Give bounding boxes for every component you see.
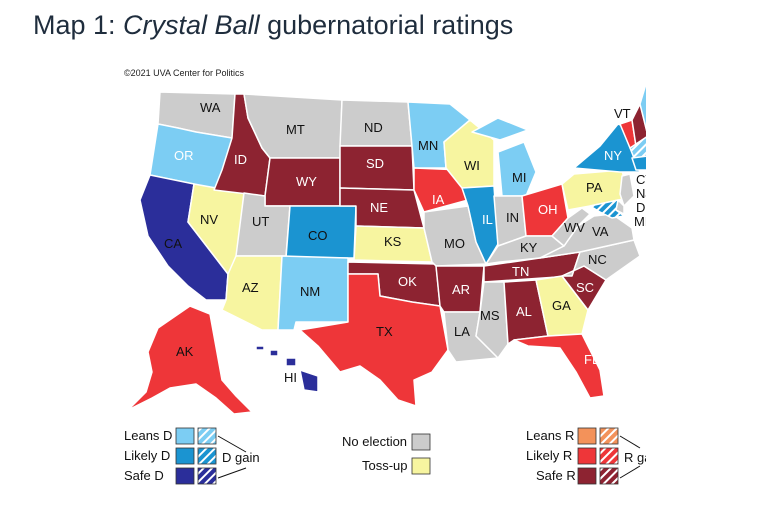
map-panel: WA OR CA NV ID MT WY UT AZ CO NM ND SD N…: [118, 64, 688, 510]
state-labels: WA OR CA NV ID MT WY UT AZ CO NM ND SD N…: [164, 100, 688, 385]
state-NJ[interactable]: [619, 173, 635, 207]
label-CA: CA: [164, 236, 182, 251]
label-WA: WA: [200, 100, 221, 115]
label-ND: ND: [364, 120, 383, 135]
label-WY: WY: [296, 174, 317, 189]
label-NJ: NJ: [636, 186, 646, 201]
label-OH: OH: [538, 202, 558, 217]
label-KY: KY: [520, 240, 538, 255]
state-HI[interactable]: [255, 345, 319, 393]
legend-likely-r: Likely R: [526, 448, 572, 463]
label-VA: VA: [592, 224, 609, 239]
label-AZ: AZ: [242, 280, 259, 295]
label-PA: PA: [586, 180, 603, 195]
label-LA: LA: [454, 324, 470, 339]
label-AL: AL: [516, 304, 532, 319]
label-MS: MS: [480, 308, 500, 323]
label-NM: NM: [300, 284, 320, 299]
label-MD: MD: [634, 214, 646, 229]
label-TX: TX: [376, 324, 393, 339]
state-MI[interactable]: [471, 117, 537, 197]
label-IN: IN: [506, 210, 519, 225]
legend-no-election: No election: [342, 434, 407, 449]
title-suffix: gubernatorial ratings: [259, 10, 514, 40]
label-UT: UT: [252, 214, 269, 229]
state-TX[interactable]: [299, 273, 449, 407]
label-MO: MO: [444, 236, 465, 251]
label-TN: TN: [512, 264, 529, 279]
label-OR: OR: [174, 148, 194, 163]
us-map: WA OR CA NV ID MT WY UT AZ CO NM ND SD N…: [124, 83, 688, 485]
label-VT: VT: [614, 106, 631, 121]
legend: Leans D Likely D Safe D D gain No electi…: [124, 427, 662, 485]
title-prefix: Map 1:: [33, 10, 124, 40]
label-AK: AK: [176, 344, 194, 359]
label-NV: NV: [200, 212, 218, 227]
label-FL: FL: [584, 352, 599, 367]
label-SD: SD: [366, 156, 384, 171]
label-ID: ID: [234, 152, 247, 167]
state-NM[interactable]: [277, 255, 349, 331]
state-MD[interactable]: [589, 199, 625, 219]
label-DE: DE: [636, 200, 646, 215]
label-NE: NE: [370, 200, 388, 215]
label-NC: NC: [588, 252, 607, 267]
label-WI: WI: [464, 158, 480, 173]
label-NY: NY: [604, 148, 622, 163]
copyright-text: ©2021 UVA Center for Politics: [124, 68, 245, 78]
title-emphasis: Crystal Ball: [123, 10, 260, 40]
legend-toss-up: Toss-up: [362, 458, 408, 473]
page-title: Map 1: Crystal Ball gubernatorial rating…: [33, 10, 513, 41]
label-WV: WV: [564, 220, 585, 235]
label-KS: KS: [384, 234, 402, 249]
label-IL: IL: [482, 212, 493, 227]
legend-r-gain: R gain: [624, 450, 646, 465]
label-HI: HI: [284, 370, 297, 385]
state-FL[interactable]: [513, 333, 605, 399]
label-OK: OK: [398, 274, 417, 289]
state-AK[interactable]: [127, 305, 253, 415]
label-CT: CT: [636, 172, 646, 187]
legend-safe-r: Safe R: [536, 468, 576, 483]
legend-d-gain: D gain: [222, 450, 260, 465]
label-CO: CO: [308, 228, 328, 243]
legend-safe-d: Safe D: [124, 468, 164, 483]
label-MI: MI: [512, 170, 526, 185]
legend-likely-d: Likely D: [124, 448, 170, 463]
label-SC: SC: [576, 280, 594, 295]
legend-leans-r: Leans R: [526, 428, 574, 443]
label-IA: IA: [432, 192, 445, 207]
state-WV[interactable]: [551, 207, 591, 247]
label-MN: MN: [418, 138, 438, 153]
legend-leans-d: Leans D: [124, 428, 172, 443]
label-MT: MT: [286, 122, 305, 137]
state-VA[interactable]: [539, 213, 635, 259]
label-GA: GA: [552, 298, 571, 313]
state-GA[interactable]: [535, 275, 589, 337]
label-AR: AR: [452, 282, 470, 297]
